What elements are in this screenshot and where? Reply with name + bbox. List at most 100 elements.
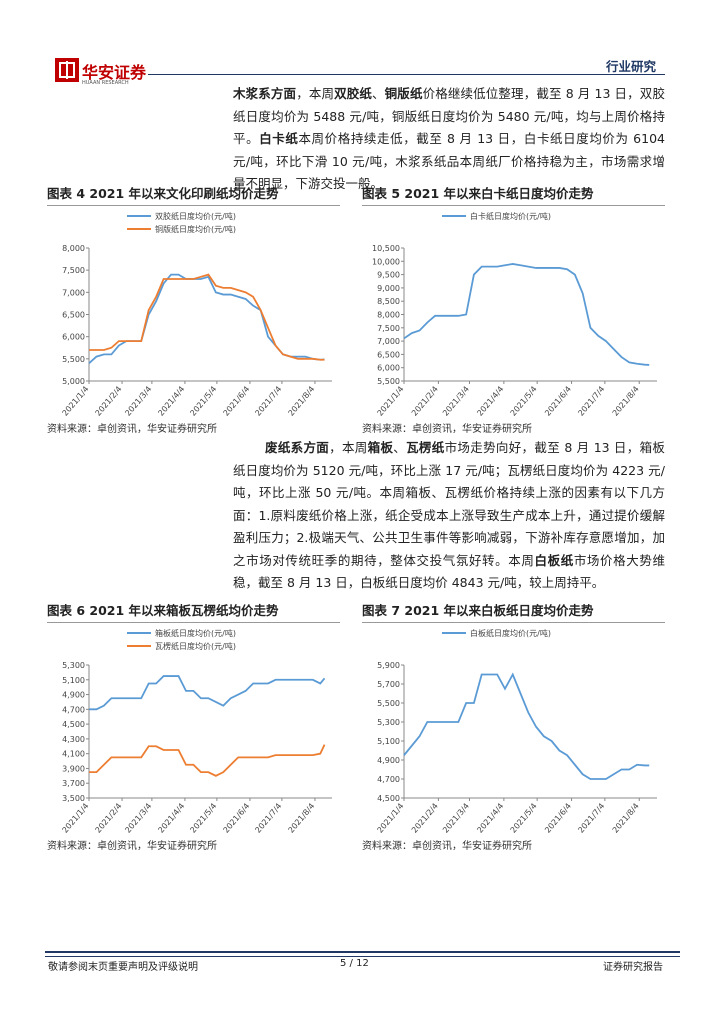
y-tick-label: 9,500 xyxy=(377,271,400,280)
legend-label: 白卡纸日度均价(元/吨) xyxy=(470,211,551,221)
x-tick-label: 2021/7/4 xyxy=(253,802,283,833)
y-tick-label: 5,300 xyxy=(62,661,85,670)
legend-label: 铜版纸日度均价(元/吨) xyxy=(155,224,236,234)
x-tick-label: 2021/6/4 xyxy=(221,802,251,833)
x-tick-label: 2021/6/4 xyxy=(221,385,251,416)
figure: 图表 6 2021 年以来箱板瓦楞纸均价走势 3,500 3,700 3,900 4,1… xyxy=(47,600,340,852)
y-tick-label: 10,000 xyxy=(372,257,400,266)
figure-title: 图表 4 2021 年以来文化印刷纸均价走势 xyxy=(47,183,340,206)
brand-en: HUAAN RESEARCH xyxy=(82,80,129,86)
x-tick-label: 2021/5/4 xyxy=(509,802,539,833)
y-tick-label: 3,700 xyxy=(62,779,85,788)
text-run: 瓦楞纸 xyxy=(406,440,445,455)
text-run: ，本周 xyxy=(296,86,335,101)
y-tick-label: 6,000 xyxy=(377,364,400,373)
text-run: 本周价格持续走低，截至 8 月 13 日，白卡纸日度均价为 6104 元/吨，环… xyxy=(233,131,665,191)
y-tick-label: 5,500 xyxy=(62,355,85,364)
x-tick-label: 2021/1/4 xyxy=(376,802,406,833)
y-tick-label: 5,500 xyxy=(377,699,400,708)
y-tick-label: 4,700 xyxy=(62,705,85,714)
text-run: 市场价格大势维稳，截至 8 月 13 日，白板纸日度均价 4843 元/吨，较上… xyxy=(233,552,665,591)
y-tick-label: 4,300 xyxy=(62,735,85,744)
text-run: 铜版纸 xyxy=(384,86,423,101)
y-tick-label: 4,500 xyxy=(62,720,85,729)
y-tick-label: 8,000 xyxy=(62,244,85,253)
figure: 图表 5 2021 年以来白卡纸日度均价走势 5,500 6,000 6,500 7,0… xyxy=(362,183,665,435)
y-tick-label: 10,500 xyxy=(372,244,400,253)
y-tick-label: 5,100 xyxy=(62,676,85,685)
y-tick-label: 5,900 xyxy=(377,661,400,670)
figure-title: 图表 7 2021 年以来白板纸日度均价走势 xyxy=(362,600,665,623)
section: 行业研究 xyxy=(606,59,657,74)
text-run: 白板纸 xyxy=(534,552,574,568)
x-tick-label: 2021/2/4 xyxy=(410,385,440,416)
text-run: 市场走势向好，截至 8 月 13 日，箱板纸日度均价为 5120 元/吨，环比上… xyxy=(233,440,665,568)
y-tick-label: 5,700 xyxy=(377,680,400,689)
paragraph: 木浆系方面，本周双胶纸、铜版纸价格继续低位整理，截至 8 月 13 日，双胶纸日… xyxy=(233,83,665,196)
x-tick-label: 2021/4/4 xyxy=(475,802,505,833)
y-tick-label: 6,500 xyxy=(377,350,400,359)
y-tick-label: 5,000 xyxy=(62,377,85,386)
figure-title: 图表 6 2021 年以来箱板瓦楞纸均价走势 xyxy=(47,600,340,623)
x-tick-label: 2021/7/4 xyxy=(576,385,606,416)
y-tick-label: 8,500 xyxy=(377,297,400,306)
x-tick-label: 2021/2/4 xyxy=(94,802,124,833)
legend-label: 箱板纸日度均价(元/吨) xyxy=(155,628,236,638)
header-rule xyxy=(148,74,665,75)
y-tick-label: 6,500 xyxy=(62,311,85,320)
x-tick-label: 2021/3/4 xyxy=(123,385,153,416)
y-tick-label: 6,000 xyxy=(62,333,85,342)
x-tick-label: 2021/1/4 xyxy=(61,385,91,416)
x-tick-label: 2021/2/4 xyxy=(410,802,440,833)
x-tick-label: 2021/7/4 xyxy=(576,802,606,833)
text-run: 价格继续低位整理，截至 8 月 13 日，双胶纸日度均价为 5488 元/吨，铜… xyxy=(233,86,665,146)
y-tick-label: 5,100 xyxy=(377,737,400,746)
y-tick-label: 7,000 xyxy=(377,337,400,346)
series-line xyxy=(88,273,325,364)
text-run: ，本周 xyxy=(329,440,368,455)
x-tick-label: 2021/8/4 xyxy=(286,802,316,833)
y-tick-label: 5,300 xyxy=(377,718,400,727)
x-tick-label: 2021/1/4 xyxy=(61,802,91,833)
source: 资料来源：卓创资讯，华安证券研究所 xyxy=(362,841,532,852)
x-tick-label: 2021/3/4 xyxy=(441,385,471,416)
source: 资料来源：卓创资讯，华安证券研究所 xyxy=(47,424,217,435)
text-run: 双胶纸 xyxy=(334,86,373,101)
page-number: 5 / 12 xyxy=(340,958,369,969)
text-run: 白卡纸 xyxy=(259,131,299,146)
text-run: 、 xyxy=(393,440,407,455)
series-line xyxy=(403,672,650,780)
figure: 图表 4 2021 年以来文化印刷纸均价走势 5,000 5,500 6,000 6,5… xyxy=(47,183,340,435)
logo-icon xyxy=(55,58,79,82)
x-tick-label: 2021/2/4 xyxy=(94,385,124,416)
source: 资料来源：卓创资讯，华安证券研究所 xyxy=(362,424,532,435)
paragraph: 废纸系方面，本周箱板、瓦楞纸市场走势向好，截至 8 月 13 日，箱板纸日度均价… xyxy=(233,437,665,595)
chart: 4,500 4,700 4,900 5,100 5,300 5,500 5,700 5,900… xyxy=(376,628,657,835)
y-tick-label: 9,000 xyxy=(377,284,400,293)
x-tick-label: 2021/4/4 xyxy=(156,385,186,416)
y-tick-label: 4,500 xyxy=(377,794,400,803)
series-line xyxy=(403,263,650,366)
x-tick-label: 2021/8/4 xyxy=(611,802,641,833)
x-tick-label: 2021/3/4 xyxy=(441,802,471,833)
y-tick-label: 7,500 xyxy=(62,266,85,275)
x-tick-label: 2021/4/4 xyxy=(156,802,186,833)
report-type: 证券研究报告 xyxy=(603,962,663,973)
x-tick-label: 2021/6/4 xyxy=(543,385,573,416)
series-line xyxy=(89,675,326,711)
chart: 5,000 5,500 6,000 6,500 7,000 7,500 8,000 2021/… xyxy=(61,211,332,418)
brand: 华安证券 xyxy=(82,63,147,82)
x-tick-label: 2021/3/4 xyxy=(123,802,153,833)
y-tick-label: 4,900 xyxy=(62,691,85,700)
legend-label: 双胶纸日度均价(元/吨) xyxy=(155,211,236,221)
figure-title: 图表 5 2021 年以来白卡纸日度均价走势 xyxy=(362,183,665,206)
y-tick-label: 3,900 xyxy=(62,764,85,773)
x-tick-label: 2021/5/4 xyxy=(509,385,539,416)
chart: 5,500 6,000 6,500 7,000 7,500 8,000 8,500 9,000… xyxy=(372,211,657,418)
series-line xyxy=(89,744,326,777)
text-run: 箱板 xyxy=(367,440,394,455)
y-tick-label: 4,700 xyxy=(377,775,400,784)
text-run: 、 xyxy=(372,86,385,101)
y-tick-label: 4,100 xyxy=(62,750,85,759)
